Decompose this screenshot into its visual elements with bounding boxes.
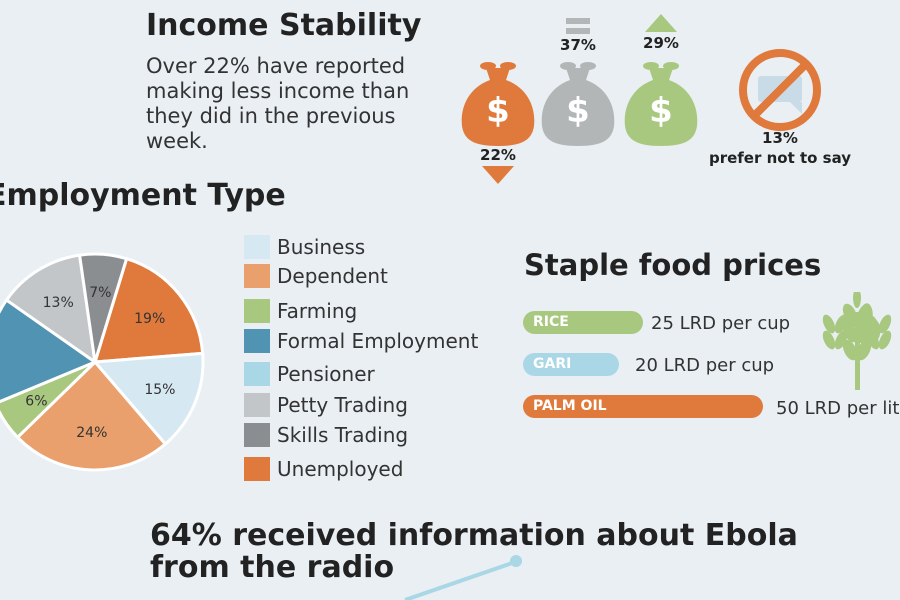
wheat-icon	[822, 292, 892, 390]
income-stability-title: Income Stability	[146, 8, 422, 43]
svg-text:$: $	[486, 91, 510, 131]
legend-label: Pensioner	[277, 362, 375, 386]
pie-slice-unemployed	[92, 256, 205, 364]
legend-item-dependent: Dependent	[244, 263, 388, 289]
money-bag-same-icon: $	[541, 62, 615, 146]
employment-pie-chart: 19% 15% 24% 6% 13% 7%	[0, 252, 205, 472]
income-increase-pct: 29%	[643, 34, 679, 52]
no-answer-pct: 13%	[762, 129, 798, 147]
pie-label-unemployed: 19%	[134, 311, 165, 327]
no-answer-icon	[739, 49, 821, 131]
legend-item-pensioner: Pensioner	[244, 361, 375, 387]
pie-label-skills-trading: 7%	[89, 285, 111, 301]
income-description: Over 22% have reported making less incom…	[146, 54, 410, 153]
legend-swatch	[244, 362, 270, 386]
legend-label: Unemployed	[277, 457, 404, 481]
legend-swatch	[244, 235, 270, 259]
pie-label-farming: 6%	[25, 394, 47, 410]
pie-slice-formal-employment	[0, 297, 99, 404]
legend-swatch	[244, 264, 270, 288]
pie-slice-farming	[0, 360, 97, 440]
legend-swatch	[244, 423, 270, 447]
legend-label: Business	[277, 235, 366, 259]
legend-item-unemployed: Unemployed	[244, 456, 403, 482]
pie-slice-petty-trading	[4, 253, 97, 366]
gari-price: 20 LRD per cup	[635, 355, 775, 376]
legend-swatch	[244, 457, 270, 481]
legend-swatch	[244, 299, 270, 323]
pie-label-business: 15%	[144, 382, 175, 398]
ebola-radio-title: 64% received information about Ebola fro…	[150, 518, 798, 585]
money-bag-increase-icon: $	[624, 62, 698, 146]
pie-label-dependent: 24%	[76, 425, 107, 441]
legend-item-farming: Farming	[244, 298, 357, 324]
palm-oil-price: 50 LRD per litre	[776, 398, 900, 419]
palm-oil-bar: PALM OIL	[523, 395, 763, 418]
equal-sign-icon	[566, 18, 590, 24]
svg-text:$: $	[566, 91, 590, 131]
legend-label: Petty Trading	[277, 393, 408, 417]
legend-swatch	[244, 393, 270, 417]
legend-label: Dependent	[277, 264, 388, 288]
income-icons: $ $ $	[461, 14, 821, 184]
legend-label: Formal Employment	[277, 329, 479, 353]
pie-slice-dependent	[15, 359, 168, 472]
income-same-pct: 37%	[560, 36, 596, 54]
rice-price: 25 LRD per cup	[651, 313, 791, 334]
employment-type-title: Employment Type	[0, 178, 286, 213]
radio-antenna-icon	[404, 555, 522, 600]
food-prices-title: Staple food prices	[524, 248, 822, 282]
legend-item-formal-employment: Formal Employment	[244, 328, 478, 354]
svg-text:$: $	[649, 91, 673, 131]
pie-label-petty-trading: 13%	[43, 295, 74, 311]
legend-item-petty-trading: Petty Trading	[244, 392, 408, 418]
pie-slice-skills-trading	[77, 252, 129, 363]
gari-bar: GARI	[523, 353, 619, 376]
income-decrease-pct: 22%	[480, 146, 516, 164]
legend-label: Farming	[277, 299, 358, 323]
money-bag-decrease-icon: $	[461, 62, 535, 146]
no-answer-label: prefer not to say	[708, 149, 852, 167]
rice-bar: RICE	[523, 311, 643, 334]
arrow-down-icon	[482, 166, 514, 184]
legend-item-skills-trading: Skills Trading	[244, 422, 408, 448]
arrow-up-icon	[645, 14, 677, 32]
legend-swatch	[244, 329, 270, 353]
pie-slice-business	[91, 351, 205, 447]
legend-label: Skills Trading	[277, 423, 409, 447]
legend-item-business: Business	[244, 234, 365, 260]
